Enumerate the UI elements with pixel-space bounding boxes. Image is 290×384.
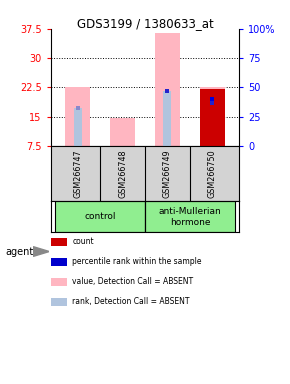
Text: GSM266750: GSM266750 <box>208 149 217 198</box>
Bar <box>65 88 90 146</box>
Text: GSM266748: GSM266748 <box>118 149 127 198</box>
Bar <box>145 202 235 232</box>
Text: GDS3199 / 1380633_at: GDS3199 / 1380633_at <box>77 17 213 30</box>
Text: rank, Detection Call = ABSENT: rank, Detection Call = ABSENT <box>72 297 190 306</box>
Text: anti-Mullerian
hormone: anti-Mullerian hormone <box>159 207 221 227</box>
Bar <box>155 33 180 146</box>
Bar <box>164 91 171 146</box>
Bar <box>74 108 81 146</box>
Text: GSM266747: GSM266747 <box>73 149 82 198</box>
Polygon shape <box>33 247 49 257</box>
Text: agent: agent <box>6 247 34 257</box>
Text: value, Detection Call = ABSENT: value, Detection Call = ABSENT <box>72 277 194 286</box>
Bar <box>209 103 216 146</box>
Text: GSM266749: GSM266749 <box>163 149 172 198</box>
Bar <box>110 118 135 146</box>
Bar <box>55 202 145 232</box>
Text: control: control <box>84 212 116 222</box>
Bar <box>200 88 225 146</box>
Bar <box>200 89 225 146</box>
Text: count: count <box>72 237 94 247</box>
Text: percentile rank within the sample: percentile rank within the sample <box>72 257 202 266</box>
